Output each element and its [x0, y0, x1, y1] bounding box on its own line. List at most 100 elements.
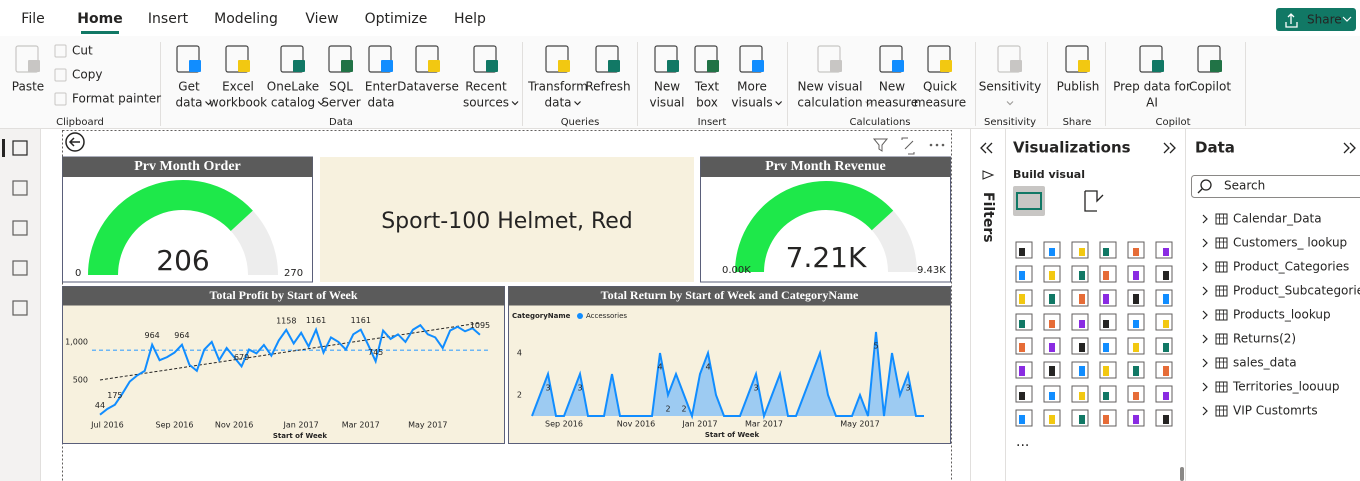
visual-type-icon[interactable]: [1043, 313, 1061, 331]
visual-type-icon[interactable]: [1071, 337, 1089, 355]
visual-type-icon[interactable]: [1155, 313, 1173, 331]
ribbon-button[interactable]: Server: [321, 96, 360, 110]
visual-type-icon[interactable]: [1015, 337, 1033, 355]
table-name[interactable]: Territories_loouup: [1232, 380, 1339, 394]
visual-type-icon[interactable]: [1071, 313, 1089, 331]
visual-type-icon[interactable]: [1015, 385, 1033, 403]
visual-type-icon[interactable]: [1155, 385, 1173, 403]
ribbon-button[interactable]: Recent: [465, 80, 507, 94]
ribbon-button[interactable]: OneLake: [267, 80, 319, 94]
search-box[interactable]: [1191, 175, 1360, 198]
visual-type-icon[interactable]: [1043, 337, 1061, 355]
ribbon-button[interactable]: workbook: [209, 96, 267, 110]
table-name[interactable]: Product_Subcategories: [1233, 284, 1360, 298]
visual-type-icon[interactable]: [1127, 385, 1145, 403]
share-button[interactable]: [1276, 8, 1356, 31]
visual-type-icon[interactable]: [1127, 313, 1145, 331]
ribbon-button[interactable]: data: [175, 96, 202, 110]
visual-type-icon[interactable]: [1155, 241, 1173, 259]
visual-type-icon[interactable]: [1071, 409, 1089, 427]
ribbon-button[interactable]: measure: [914, 96, 966, 110]
visual-type-icon[interactable]: [1071, 361, 1089, 379]
visual-type-icon[interactable]: [1155, 265, 1173, 283]
visual-type-icon[interactable]: [1043, 241, 1061, 259]
menu-tab[interactable]: Insert: [148, 11, 189, 27]
table-name[interactable]: Product_Categories: [1233, 260, 1349, 274]
ribbon-button[interactable]: measure: [866, 96, 918, 110]
ribbon-button[interactable]: Text: [694, 80, 720, 94]
ribbon-button[interactable]: sources: [463, 96, 509, 110]
ribbon-button[interactable]: New visual: [798, 80, 863, 94]
ribbon-button[interactable]: Copy: [72, 68, 102, 82]
visual-type-icon[interactable]: [1043, 409, 1061, 427]
visual-type-icon[interactable]: [1071, 265, 1089, 283]
visual-type-icon[interactable]: [1155, 337, 1173, 355]
menu-tab[interactable]: Modeling: [214, 11, 278, 27]
visual-type-icon[interactable]: [1127, 361, 1145, 379]
ribbon-button[interactable]: Paste: [12, 80, 44, 94]
nav-icon[interactable]: [12, 180, 28, 196]
nav-icon[interactable]: [12, 260, 28, 276]
visual-type-icon[interactable]: [1071, 385, 1089, 403]
nav-icon[interactable]: [12, 220, 28, 236]
visual-type-icon[interactable]: [1099, 385, 1117, 403]
expand-chevron[interactable]: [1202, 238, 1208, 248]
table-name[interactable]: Calendar_Data: [1233, 212, 1322, 226]
menu-tab[interactable]: File: [21, 11, 44, 27]
back-button[interactable]: [65, 132, 85, 152]
table-name[interactable]: sales_data: [1233, 356, 1297, 370]
visual-type-icon[interactable]: [1127, 265, 1145, 283]
visual-type-icon[interactable]: [1099, 337, 1117, 355]
ribbon-button[interactable]: data: [544, 96, 571, 110]
visual-type-icon[interactable]: [1127, 409, 1145, 427]
ribbon-button[interactable]: Enter: [365, 80, 397, 94]
filter-icon[interactable]: [872, 138, 889, 152]
visual-type-icon[interactable]: [1099, 289, 1117, 307]
visual-type-icon[interactable]: [1099, 265, 1117, 283]
ribbon-button[interactable]: calculation: [797, 96, 862, 110]
visual-type-icon[interactable]: [1043, 385, 1061, 403]
visual-type-icon[interactable]: [1071, 241, 1089, 259]
expand-chevron[interactable]: [1202, 214, 1208, 224]
ribbon-button[interactable]: box: [696, 96, 718, 110]
ribbon-button[interactable]: Get: [178, 80, 200, 94]
ribbon-button[interactable]: New: [879, 80, 905, 94]
visual-type-icon[interactable]: [1015, 409, 1033, 427]
menu-tab[interactable]: Optimize: [365, 11, 428, 27]
share-label[interactable]: Share: [1307, 13, 1342, 27]
ribbon-button[interactable]: Refresh: [585, 80, 630, 94]
format-visual-icon[interactable]: [1084, 190, 1104, 212]
ribbon-button[interactable]: Copilot: [1189, 80, 1231, 94]
visual-type-icon[interactable]: [1015, 289, 1033, 307]
visual-type-icon[interactable]: [1127, 337, 1145, 355]
focus-icon[interactable]: [901, 137, 915, 155]
visual-type-icon[interactable]: [1099, 241, 1117, 259]
visual-type-icon[interactable]: [1015, 361, 1033, 379]
ribbon-button[interactable]: catalog: [271, 96, 315, 110]
table-name[interactable]: Returns(2): [1233, 332, 1296, 346]
visual-type-icon[interactable]: [1127, 241, 1145, 259]
expand-chevron[interactable]: [1202, 406, 1208, 416]
expand-chevron[interactable]: [1202, 334, 1208, 344]
ribbon-button[interactable]: SQL: [329, 80, 353, 94]
visual-type-icon[interactable]: [1043, 265, 1061, 283]
visual-type-icon[interactable]: [1155, 289, 1173, 307]
ribbon-button[interactable]: AI: [1146, 96, 1158, 110]
visual-type-icon[interactable]: [1127, 289, 1145, 307]
ribbon-button[interactable]: New: [654, 80, 680, 94]
table-name[interactable]: VIP Customrts: [1233, 404, 1318, 418]
visual-type-icon[interactable]: [1155, 409, 1173, 427]
table-name[interactable]: Customers_ lookup: [1233, 236, 1347, 250]
ribbon-button[interactable]: Dataverse: [397, 80, 459, 94]
table-name[interactable]: Products_lookup: [1233, 308, 1331, 322]
visual-type-icon[interactable]: [1015, 313, 1033, 331]
expand-icon[interactable]: [1163, 142, 1176, 154]
expand-chevron[interactable]: [1202, 358, 1208, 368]
ribbon-button[interactable]: Format painter: [72, 92, 161, 106]
collapse-icon[interactable]: [980, 142, 993, 154]
menu-tab[interactable]: Home: [77, 11, 122, 27]
ribbon-button[interactable]: Transform: [527, 80, 588, 94]
visual-type-icon[interactable]: [1099, 409, 1117, 427]
ribbon-button[interactable]: data: [367, 96, 394, 110]
visual-type-icon[interactable]: [1043, 289, 1061, 307]
